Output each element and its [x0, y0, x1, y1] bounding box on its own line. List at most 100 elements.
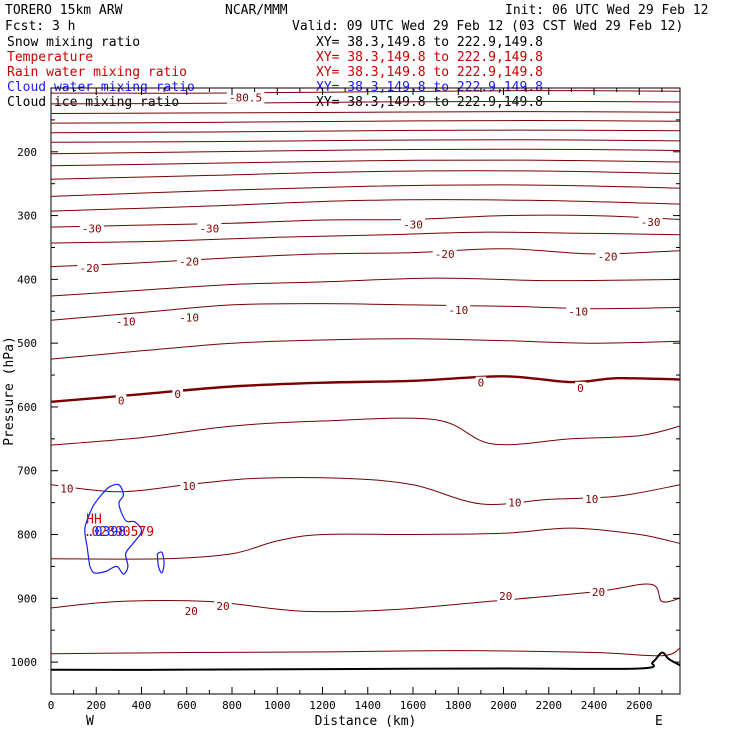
field-legend: Snow mixing ratio XY= 38.3,149.8 to 222.9… [7, 35, 543, 110]
isotherm-line [50, 417, 681, 446]
isotherm-label: -10 [568, 305, 588, 318]
contour-annotation: .02890579 [84, 525, 154, 540]
isotherm-line [50, 231, 681, 244]
isotherm-label-bg [400, 218, 426, 231]
isotherm-label-bg [172, 388, 184, 401]
isotherm-label: -20 [179, 256, 199, 269]
legend-label: Rain water mixing ratio [7, 65, 187, 80]
isotherm-label: -30 [82, 222, 102, 235]
isotherm-line [50, 338, 681, 360]
isotherm-label-bg [589, 585, 608, 598]
isotherm-label: 10 [182, 480, 195, 493]
legend-label: Temperature [7, 50, 93, 65]
isotherm-label-bg [595, 250, 620, 263]
isotherm-label-bg [115, 394, 127, 407]
east-end-label: E [655, 714, 663, 729]
x-tick-label: 200 [86, 699, 106, 712]
isotherm-line [50, 119, 681, 124]
x-tick-label: 0 [48, 699, 55, 712]
isotherm-label-bg [638, 215, 663, 228]
isotherm-label-bg [432, 247, 457, 260]
x-tick-label: 1800 [445, 699, 472, 712]
isotherm-line [50, 129, 681, 134]
legend-xy: XY= 38.3,149.8 to 222.9,149.8 [316, 50, 543, 65]
isotherm-label: -20 [435, 248, 455, 261]
isotherm-label: -10 [179, 312, 199, 325]
isotherm-label: -80.5 [229, 92, 262, 105]
isotherm-line [50, 248, 681, 268]
isotherm-line [50, 527, 681, 560]
y-tick-label: 1000 [11, 656, 38, 669]
isotherm-label: 0 [478, 377, 485, 390]
org-title: NCAR/MMM [225, 3, 288, 18]
isotherm-line [50, 199, 681, 212]
y-tick-label: 800 [17, 529, 37, 542]
isotherm-label: 20 [185, 605, 198, 618]
isotherm-label-bg [566, 305, 591, 318]
x-tick-label: 2600 [626, 699, 653, 712]
isotherm-label-bg [113, 315, 138, 328]
y-tick-label: 300 [17, 210, 37, 223]
y-tick-label: 900 [17, 592, 37, 605]
isotherm-line [50, 100, 681, 105]
isotherm-label-bg [182, 605, 200, 618]
x-tick-label: 600 [177, 699, 197, 712]
isotherm-label-bg [575, 381, 586, 394]
isotherm-line [50, 477, 681, 505]
isotherm-line [50, 148, 681, 155]
isotherm-label-bg [506, 496, 524, 509]
isotherm-line [50, 159, 681, 167]
isotherm-label-bg [180, 480, 198, 493]
x-tick-label: 1400 [355, 699, 382, 712]
isotherm-label-bg [77, 261, 102, 274]
legend-label: Snow mixing ratio [7, 35, 140, 50]
forecast-hour: Fcst: 3 h [5, 19, 75, 34]
isotherm-label-bg [176, 311, 202, 324]
west-end-label: W [86, 714, 94, 729]
x-axis-label: Distance (km) [315, 714, 417, 729]
annotations: HH.02890579.0398 [84, 513, 154, 540]
isotherm-line [50, 647, 681, 657]
legend-xy: XY= 38.3,149.8 to 222.9,149.8 [316, 65, 543, 80]
x-tick-label: 400 [132, 699, 152, 712]
isotherm-label: 10 [60, 483, 73, 496]
isotherm-label-bg [583, 492, 601, 505]
isotherm-label: 0 [577, 382, 584, 395]
x-tick-label: 800 [222, 699, 242, 712]
isotherm-label: 20 [592, 586, 605, 599]
isotherm-label: -30 [403, 219, 423, 232]
contour-annotation: HH [86, 513, 102, 528]
isotherm-label: -10 [448, 304, 468, 317]
isotherm-label-bg [226, 91, 265, 104]
isotherm-line [50, 184, 681, 197]
isotherm-label: -20 [80, 262, 100, 275]
isotherm-label-bg [58, 482, 76, 495]
y-tick-label: 600 [17, 401, 37, 414]
x-tick-label: 1200 [309, 699, 336, 712]
isotherm-line [50, 277, 681, 297]
model-title: TORERO 15km ARW [5, 3, 123, 18]
y-tick-label: 700 [17, 465, 37, 478]
legend-xy: XY= 38.3,149.8 to 222.9,149.8 [316, 95, 543, 110]
x-axis: 0 200 400 600 800 1000 1200 1400 1600 1800 2000 220… [48, 88, 663, 712]
isotherm-line [50, 214, 681, 228]
x-tick-label: 2400 [581, 699, 608, 712]
isotherm-line [50, 170, 681, 180]
legend-xy: XY= 38.3,149.8 to 222.9,149.8 [316, 35, 543, 50]
plot-frame [50, 87, 681, 695]
isotherm-line [50, 375, 681, 403]
isotherm-label-bg [176, 255, 202, 268]
isotherm-label: 20 [216, 600, 229, 613]
x-tick-label: 2200 [536, 699, 563, 712]
y-axis-label: Pressure (hPa) [2, 336, 17, 446]
isotherm-label-bg [214, 599, 232, 612]
isotherm-label-bg [475, 376, 487, 389]
y-tick-label: 400 [17, 273, 37, 286]
isotherm-label: 0 [174, 388, 181, 401]
isotherm-line [50, 583, 681, 613]
isotherm-line [50, 111, 681, 114]
isotherm-label: -30 [641, 216, 661, 229]
isotherm-label-bg [497, 589, 515, 602]
